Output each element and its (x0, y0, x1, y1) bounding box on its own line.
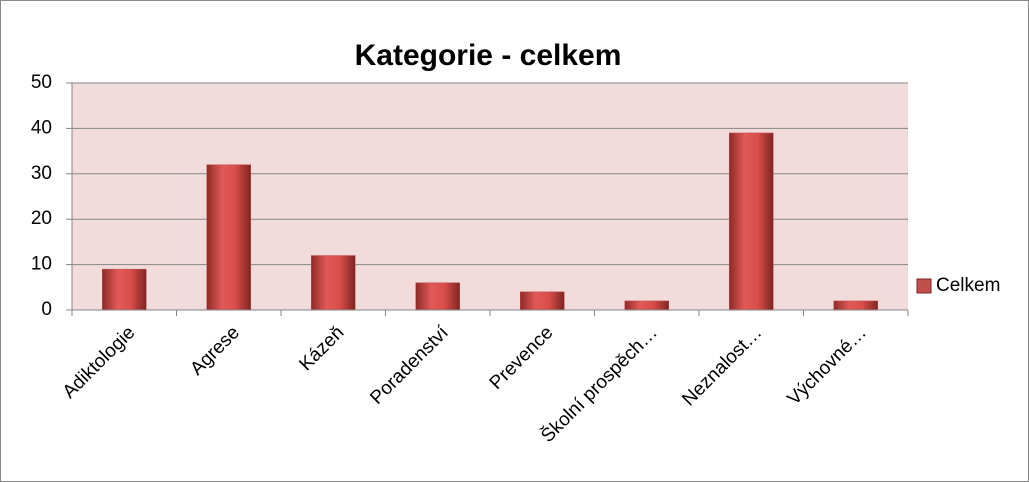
chart-title: Kategorie - celkem (355, 39, 622, 72)
plot-area (72, 83, 908, 310)
y-tick-label: 40 (31, 117, 52, 138)
bar (833, 300, 878, 311)
y-tick-label: 20 (31, 208, 52, 229)
y-tick-label: 0 (41, 299, 52, 320)
bar (729, 132, 774, 311)
bar (311, 255, 356, 311)
bar (624, 300, 669, 311)
y-tick-label: 30 (31, 163, 52, 184)
legend-swatch (916, 278, 932, 294)
bar (415, 282, 460, 311)
y-tick-label: 50 (31, 72, 52, 93)
bar (206, 164, 251, 311)
bar (102, 268, 147, 311)
bar (520, 291, 565, 311)
legend-label: Celkem (936, 275, 1000, 296)
y-tick-label: 10 (31, 254, 52, 275)
